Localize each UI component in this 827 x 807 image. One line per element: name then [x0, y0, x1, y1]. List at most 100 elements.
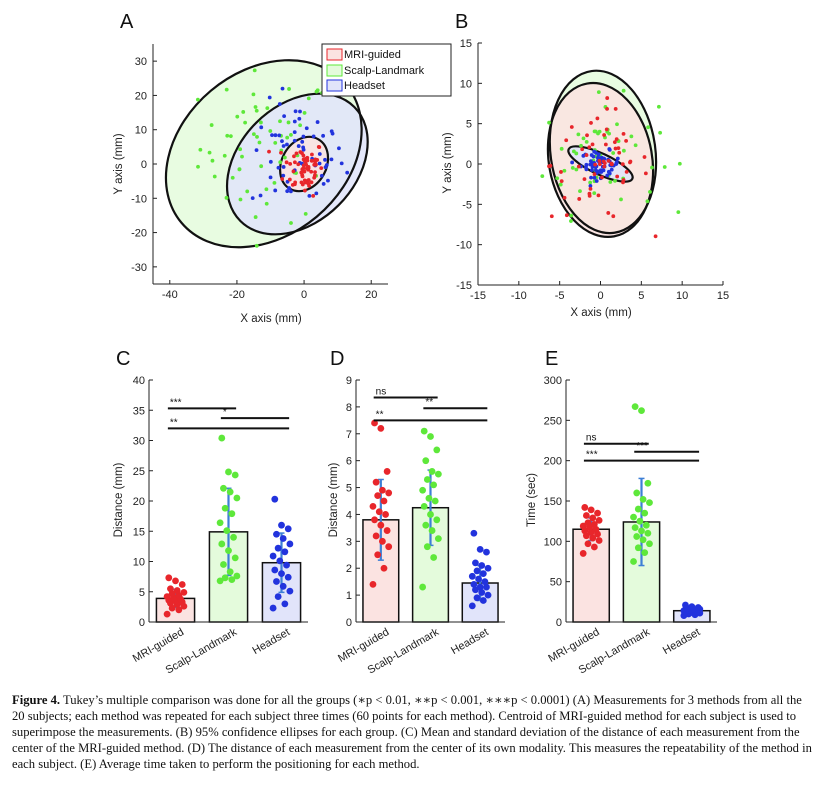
data-point-scalp — [644, 529, 652, 537]
legend-label-scalp: Scalp-Landmark — [344, 65, 425, 77]
panel-d-ylabel: Distance (mm) — [328, 462, 340, 537]
scatter-point-scalp — [588, 180, 593, 185]
y-tick-label: 0 — [466, 159, 472, 171]
scatter-point-headset — [339, 161, 344, 166]
x-tick-label: 5 — [638, 290, 644, 302]
data-point-headset — [468, 572, 476, 580]
scatter-point-mri — [616, 146, 621, 151]
data-point-scalp — [428, 527, 436, 534]
data-point-scalp — [646, 540, 653, 548]
scatter-point-scalp — [619, 197, 623, 202]
scatter-point-mri — [291, 169, 296, 174]
panel-b-ylabel: Y axis (mm) — [442, 132, 454, 193]
scatter-point-scalp — [235, 114, 240, 119]
data-point-mri — [590, 520, 598, 528]
scatter-point-headset — [584, 162, 589, 167]
scatter-point-scalp — [540, 174, 545, 178]
scatter-point-mri — [593, 162, 598, 167]
scatter-point-scalp — [315, 88, 320, 93]
scatter-point-scalp — [254, 243, 259, 248]
scatter-point-mri — [628, 159, 633, 164]
y-tick-label: 25 — [133, 466, 145, 478]
data-point-scalp — [422, 457, 430, 465]
data-point-mri — [379, 537, 386, 545]
scatter-point-scalp — [646, 125, 651, 130]
data-point-mri — [595, 537, 603, 544]
x-tick-label: 20 — [365, 289, 377, 301]
scatter-point-headset — [293, 109, 298, 114]
scatter-point-scalp — [282, 155, 287, 160]
scatter-point-mri — [303, 156, 308, 161]
data-point-scalp — [423, 543, 431, 551]
data-point-mri — [163, 593, 171, 600]
scatter-point-mri — [306, 178, 311, 182]
y-tick-label: 8 — [346, 402, 352, 414]
data-point-scalp — [225, 468, 232, 476]
scatter-point-scalp — [289, 132, 293, 137]
y-tick-label: 5 — [139, 587, 145, 599]
data-point-mri — [579, 550, 587, 557]
data-point-mri — [579, 522, 587, 530]
scatter-point-mri — [624, 169, 629, 174]
scatter-point-mri — [606, 159, 611, 163]
scatter-point-scalp — [645, 199, 650, 204]
scatter-point-mri — [267, 149, 271, 154]
scatter-point-mri — [311, 193, 316, 198]
scatter-point-scalp — [302, 111, 307, 115]
panel-c-plot: 0510152025303540MRI-guidedScalp-Landmark… — [131, 375, 308, 677]
data-point-headset — [479, 597, 487, 604]
y-tick-label: 35 — [133, 405, 145, 417]
x-tick-label: 0 — [301, 289, 307, 301]
data-point-headset — [281, 600, 289, 608]
data-point-mri — [383, 527, 391, 534]
scatter-point-mri — [613, 107, 618, 111]
significance-label: ** — [170, 417, 178, 428]
data-point-scalp — [233, 494, 241, 502]
data-point-scalp — [430, 554, 438, 561]
scatter-point-scalp — [210, 158, 215, 163]
scatter-point-mri — [569, 125, 574, 129]
scatter-point-mri — [301, 153, 306, 158]
panel-e-plot: 050100150200250300MRI-guidedScalp-Landma… — [544, 375, 717, 677]
data-point-headset — [274, 544, 282, 552]
y-tick-label: 10 — [135, 125, 147, 137]
data-point-mri — [369, 502, 377, 510]
y-tick-label: 0 — [346, 617, 352, 629]
y-tick-label: 10 — [133, 557, 145, 569]
data-point-mri — [379, 486, 386, 494]
scatter-point-headset — [588, 159, 593, 164]
scatter-point-mri — [587, 145, 592, 150]
y-tick-label: 4 — [346, 509, 352, 521]
scatter-point-headset — [607, 147, 612, 152]
scatter-point-headset — [319, 173, 324, 178]
scatter-point-scalp — [272, 180, 277, 185]
data-point-scalp — [425, 494, 433, 502]
scatter-point-headset — [345, 170, 350, 175]
caption-text: Tukey’s multiple comparison was done for… — [12, 693, 812, 771]
scatter-point-scalp — [209, 123, 214, 127]
scatter-point-mri — [614, 137, 619, 142]
data-point-scalp — [216, 519, 224, 527]
category-label: Headset — [251, 626, 292, 657]
scatter-point-mri — [287, 177, 292, 182]
scatter-point-mri — [580, 147, 585, 152]
data-point-headset — [278, 521, 285, 529]
scatter-point-scalp — [592, 129, 597, 134]
scatter-point-headset — [324, 163, 329, 167]
data-point-mri — [380, 497, 388, 505]
scatter-point-mri — [296, 162, 301, 167]
scatter-point-scalp — [547, 120, 551, 125]
scatter-point-headset — [599, 155, 604, 160]
scatter-point-mri — [642, 155, 647, 159]
data-point-scalp — [639, 495, 647, 503]
y-tick-label: 100 — [544, 536, 562, 548]
data-point-scalp — [639, 536, 647, 544]
scatter-point-mri — [592, 172, 597, 177]
scatter-point-mri — [612, 140, 617, 145]
y-tick-label: 300 — [544, 375, 562, 387]
scatter-point-scalp — [298, 123, 303, 128]
data-point-mri — [175, 606, 183, 614]
legend-swatch-headset — [326, 79, 343, 92]
significance-label: * — [223, 407, 227, 418]
